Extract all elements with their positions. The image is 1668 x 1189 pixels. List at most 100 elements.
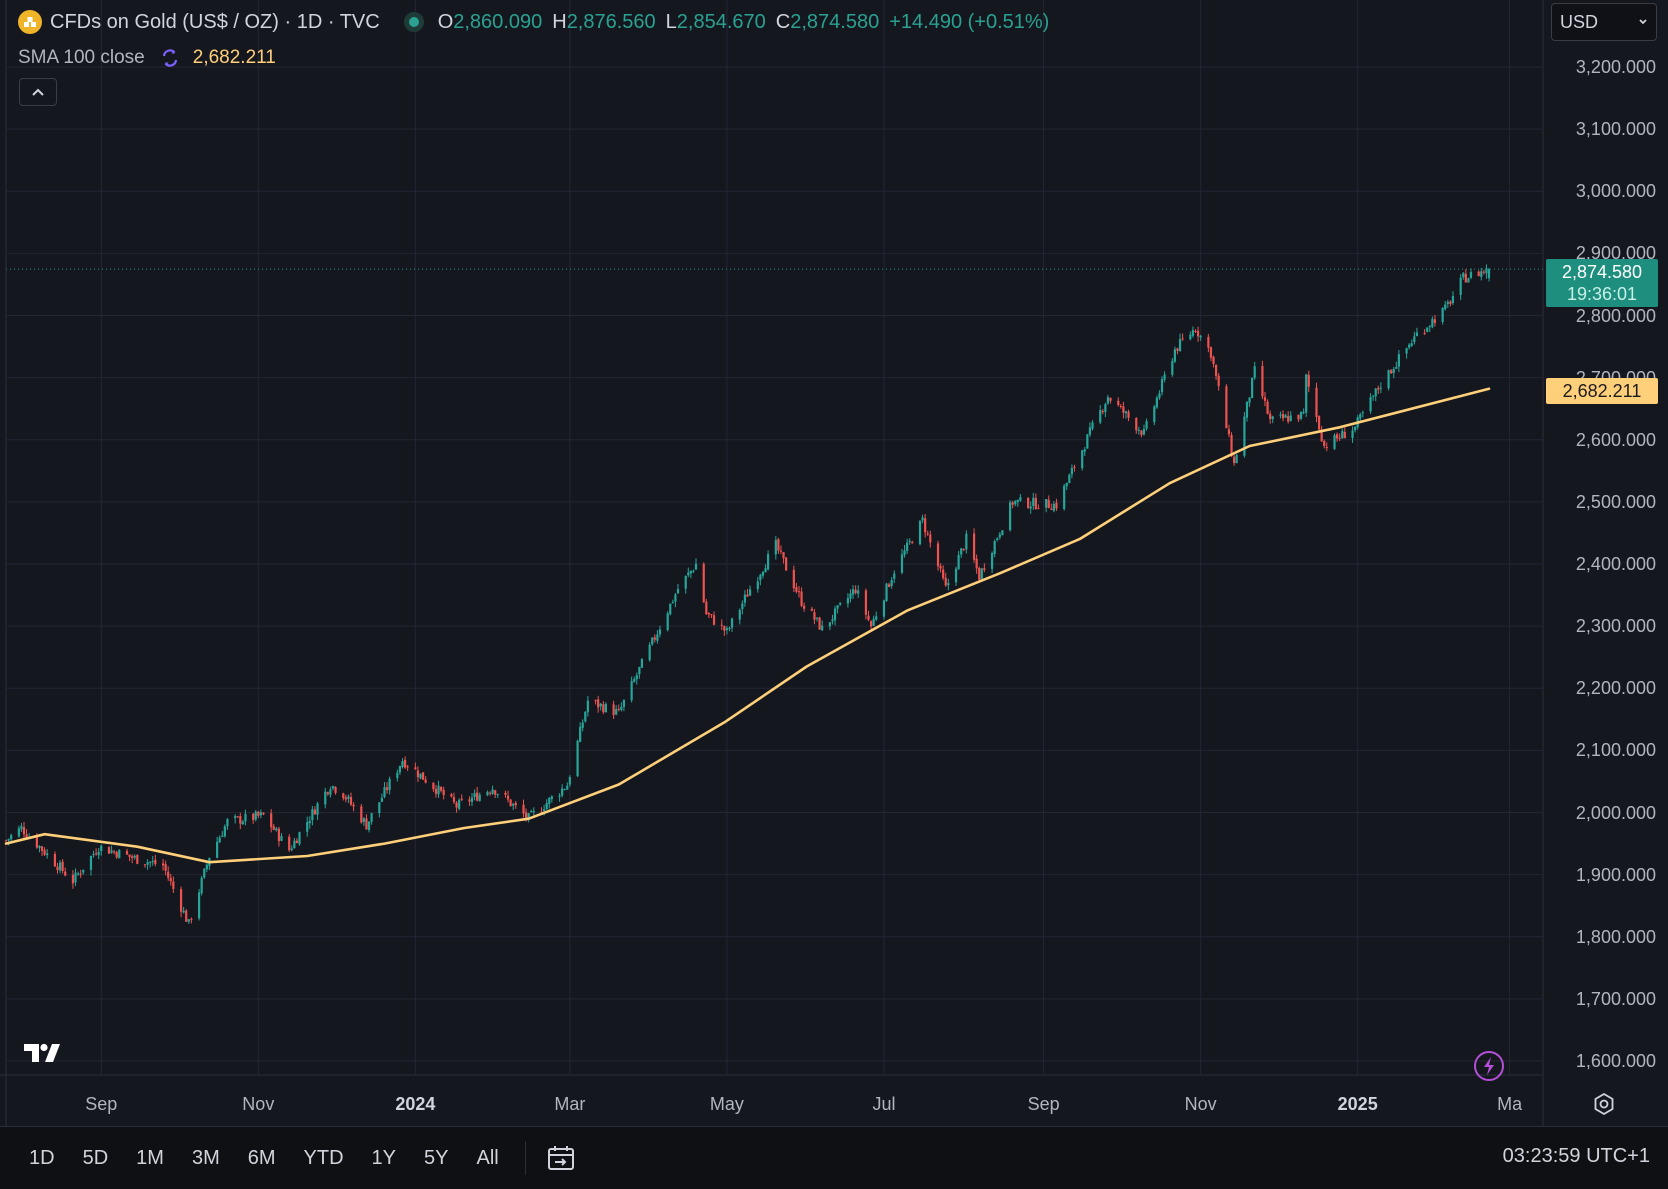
candle-body (926, 533, 929, 535)
sma-legend[interactable]: SMA 100 close 2,682.211 (18, 42, 276, 74)
candle-body (504, 792, 507, 795)
time-tick-label: Sep (1027, 1094, 1060, 1114)
candle-body (1320, 429, 1323, 442)
candle-body (1052, 503, 1055, 511)
candle-body (872, 618, 875, 626)
candle-body (890, 579, 893, 587)
range-button[interactable]: YTD (303, 1146, 344, 1169)
candle-body (1423, 332, 1426, 334)
candle-body (125, 851, 129, 855)
candle-body (329, 789, 332, 795)
candle-body (815, 617, 819, 619)
market-status-icon[interactable] (403, 12, 424, 32)
currency-select[interactable]: USD (1551, 3, 1657, 41)
bar-countdown: 19:36:01 (1566, 284, 1638, 304)
candle-body (82, 869, 85, 873)
candle-body (197, 892, 201, 919)
candle-body (1467, 278, 1470, 283)
candle-body (1019, 497, 1022, 501)
candle-body (367, 821, 371, 830)
candle-body (4, 840, 8, 842)
candle-body (684, 575, 687, 589)
candle-body (298, 832, 301, 845)
candle-body (1317, 416, 1321, 430)
price-chart[interactable] (0, 0, 1668, 1126)
range-button[interactable]: 6M (247, 1146, 276, 1169)
candle-body (921, 517, 924, 521)
candle-body (1279, 414, 1282, 416)
candle-body (1171, 360, 1174, 375)
candle-body (633, 679, 636, 682)
collapse-legend-button[interactable] (19, 78, 57, 106)
symbol-legend[interactable]: CFDs on Gold (US$ / OZ) · 1D · TVC O 2,8… (18, 6, 1049, 38)
time-tick-label: Sep (85, 1094, 118, 1114)
candle-body (1117, 400, 1120, 406)
candle-body (43, 849, 46, 855)
candle-body (594, 700, 597, 702)
candle-body (190, 918, 193, 920)
candle-body (1137, 429, 1140, 431)
candle-body (1207, 336, 1210, 348)
candle-body (1109, 397, 1112, 401)
candle-body (360, 806, 363, 823)
candle-body (1408, 344, 1411, 348)
change-value: +14.490 (+0.51%) (889, 10, 1050, 33)
candle-body (293, 840, 296, 849)
range-button[interactable]: 1M (136, 1146, 164, 1169)
flash-icon[interactable] (1473, 1050, 1505, 1087)
candle-body (1027, 497, 1030, 508)
candle-body (1469, 272, 1473, 278)
range-button[interactable]: 5D (82, 1146, 109, 1169)
candle-body (728, 627, 731, 629)
range-button[interactable]: 1D (29, 1146, 55, 1169)
candle-body (25, 834, 28, 838)
candle-body (785, 557, 788, 571)
candle-body (900, 554, 904, 573)
candle-body (1462, 273, 1465, 278)
price-tick-label: 1,600.000 (1575, 1051, 1656, 1071)
candle-body (1305, 374, 1308, 413)
candle-body (344, 797, 347, 800)
price-tick-label: 2,100.000 (1575, 740, 1656, 761)
candle-body (349, 797, 353, 805)
close-key: C (775, 10, 791, 33)
candle-body (1189, 334, 1192, 340)
candle-body (694, 563, 698, 570)
candle-body (1217, 375, 1220, 387)
range-button[interactable]: 1Y (371, 1146, 397, 1169)
candle-body (1009, 502, 1012, 531)
candle-body (218, 837, 221, 843)
candle-body (179, 889, 183, 912)
candle-body (666, 613, 669, 631)
candle-body (432, 782, 435, 790)
last-price-value: 2,874.580 (1561, 262, 1643, 282)
candle-body (1284, 415, 1287, 418)
candle-body (56, 866, 59, 871)
time-tick-label: Nov (1184, 1094, 1217, 1114)
candle-body (71, 874, 75, 884)
gear-icon[interactable] (1592, 1092, 1616, 1121)
candle-body (676, 589, 680, 594)
candle-body (421, 772, 425, 780)
candle-body (975, 558, 978, 569)
time-tick-label: Mar (554, 1094, 586, 1114)
go-to-date-button[interactable] (544, 1143, 578, 1173)
candle-body (532, 810, 535, 812)
clock[interactable]: 03:23:59 UTC+1 (1502, 1145, 1650, 1167)
candle-body (1101, 411, 1104, 413)
price-tick-label: 2,600.000 (1575, 429, 1656, 450)
tradingview-logo[interactable] (22, 1040, 70, 1071)
candle-body (334, 786, 337, 793)
candle-body (1415, 332, 1419, 336)
candle-body (187, 919, 190, 922)
candle-body (76, 873, 80, 875)
price-tick-label: 2,500.000 (1575, 491, 1656, 512)
range-button[interactable]: 3M (191, 1146, 220, 1169)
candle-body (169, 878, 172, 882)
candle-body (911, 541, 914, 544)
range-button[interactable]: All (476, 1146, 499, 1169)
candle-body (669, 603, 672, 615)
candle-body (615, 709, 618, 715)
candle-body (867, 615, 870, 620)
range-button[interactable]: 5Y (424, 1146, 449, 1169)
